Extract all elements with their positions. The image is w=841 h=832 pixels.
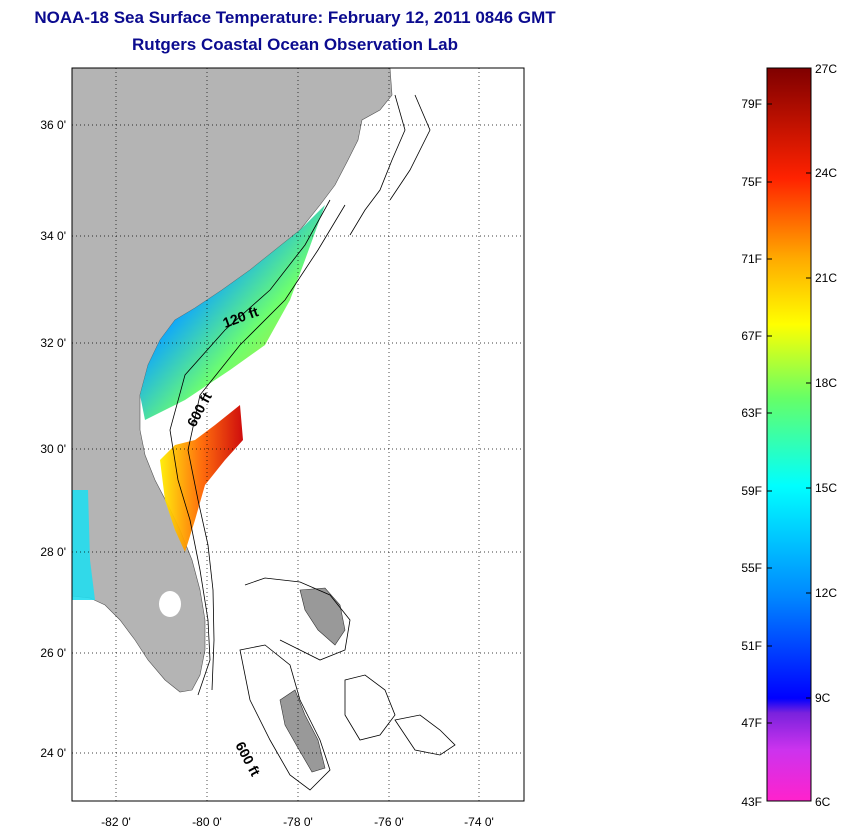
cb-c-27: 27C: [815, 62, 837, 76]
cb-f-47: 47F: [741, 716, 762, 730]
colorbar-ticks: [767, 103, 811, 724]
cb-f-59: 59F: [741, 484, 762, 498]
cb-f-63: 63F: [741, 406, 762, 420]
colorbar: [766, 67, 812, 802]
colorbar-fahrenheit-labels: 79F 75F 71F 67F 63F 59F 55F 51F 47F 43F: [741, 97, 762, 809]
colorbar-celsius-labels: 27C 24C 21C 18C 15C 12C 9C 6C: [815, 62, 837, 809]
map-grid: [72, 68, 524, 801]
cb-f-43: 43F: [741, 795, 762, 809]
lat-tick-30: 30 0': [40, 442, 66, 456]
cb-c-24: 24C: [815, 166, 837, 180]
lon-tick-82: -82 0': [101, 815, 131, 829]
cb-f-55: 55F: [741, 561, 762, 575]
land-southeast-us: [71, 67, 393, 693]
cb-c-15: 15C: [815, 481, 837, 495]
lake-okeechobee: [159, 591, 181, 617]
land-andros-island: [279, 689, 326, 773]
contour-bahamas: [239, 577, 456, 791]
lon-tick-labels: -82 0' -80 0' -78 0' -76 0' -74 0': [101, 815, 494, 829]
contour-600ft: [187, 204, 346, 691]
cb-f-51: 51F: [741, 639, 762, 653]
contour-120ft: [169, 199, 331, 696]
contour-offshore-north: [349, 94, 406, 236]
cb-c-21: 21C: [815, 271, 837, 285]
cb-f-75: 75F: [741, 175, 762, 189]
lon-tick-80: -80 0': [192, 815, 222, 829]
cb-c-12: 12C: [815, 586, 837, 600]
lat-tick-32: 32 0': [40, 336, 66, 350]
chart-title: NOAA-18 Sea Surface Temperature: Februar…: [34, 8, 556, 27]
cb-c-9: 9C: [815, 691, 831, 705]
land-grand-bahama: [299, 587, 346, 646]
cb-f-79: 79F: [741, 97, 762, 111]
lon-tick-76: -76 0': [374, 815, 404, 829]
contour-offshore-north-2: [389, 94, 431, 201]
sst-swath-gulfstream: [160, 405, 243, 552]
lon-tick-78: -78 0': [283, 815, 313, 829]
lat-tick-24: 24 0': [40, 746, 66, 760]
cb-c-6: 6C: [815, 795, 831, 809]
lat-tick-36: 36 0': [40, 118, 66, 132]
lat-tick-28: 28 0': [40, 545, 66, 559]
cb-f-71: 71F: [741, 252, 762, 266]
lat-tick-34: 34 0': [40, 229, 66, 243]
chart-subtitle: Rutgers Coastal Ocean Observation Lab: [132, 35, 458, 54]
cb-f-67: 67F: [741, 329, 762, 343]
sst-swath-north: [140, 205, 325, 420]
lat-tick-labels: 36 0' 34 0' 32 0' 30 0' 28 0' 26 0' 24 0…: [40, 118, 66, 760]
lat-tick-26: 26 0': [40, 646, 66, 660]
lon-tick-74: -74 0': [464, 815, 494, 829]
sst-swath-west-florida: [72, 490, 95, 600]
cb-c-18: 18C: [815, 376, 837, 390]
map-frame: [71, 67, 525, 802]
